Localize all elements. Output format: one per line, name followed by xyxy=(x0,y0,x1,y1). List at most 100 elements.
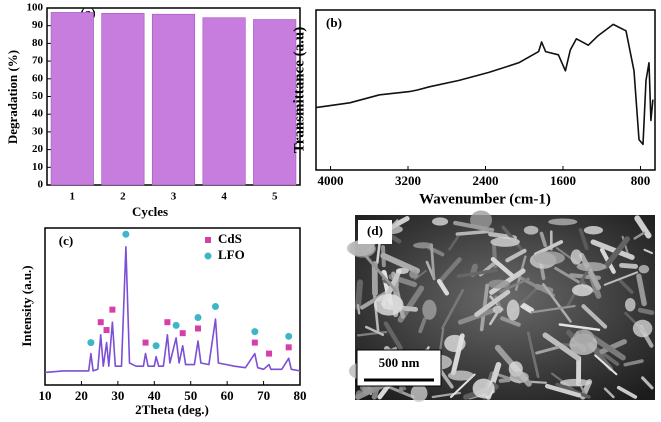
peak-marker xyxy=(109,306,116,313)
rod xyxy=(555,382,591,399)
y-tick-label: 100 xyxy=(27,2,44,14)
y-tick-label: 0 xyxy=(38,179,44,191)
x-tick-label: 60 xyxy=(221,388,234,403)
rod xyxy=(490,256,515,278)
y-tick-label: 70 xyxy=(32,55,44,67)
rod xyxy=(542,283,572,323)
rod xyxy=(380,252,420,274)
panel-label: (b) xyxy=(326,15,342,30)
rod xyxy=(619,262,639,269)
particle xyxy=(523,225,539,235)
bar xyxy=(101,13,145,186)
rod xyxy=(578,252,602,290)
rod xyxy=(430,243,436,281)
particle xyxy=(625,297,636,312)
rod xyxy=(519,302,535,314)
y-axis-label: Transmittance (a.u) xyxy=(291,27,307,153)
x-tick-label: 2400 xyxy=(473,173,499,188)
rod xyxy=(383,321,403,351)
y-axis-label: Degradation (%) xyxy=(5,50,20,144)
legend-swatch xyxy=(204,252,212,260)
peak-marker xyxy=(87,339,95,347)
rod xyxy=(534,240,564,257)
rod xyxy=(535,345,560,355)
particle xyxy=(447,370,474,381)
y-tick-label: 40 xyxy=(32,108,44,120)
rod xyxy=(364,325,385,336)
legend-label: CdS xyxy=(218,231,242,246)
particle xyxy=(472,378,495,399)
rod xyxy=(641,376,654,390)
data-line xyxy=(315,23,654,146)
rod xyxy=(636,273,647,307)
x-tick-label: 4000 xyxy=(318,173,344,188)
peak-marker xyxy=(152,342,160,350)
x-tick-label: 40 xyxy=(148,388,161,403)
rod xyxy=(594,354,618,376)
x-tick-label: 70 xyxy=(257,388,270,403)
scale-bar-label: 500 nm xyxy=(379,355,420,370)
peak-marker xyxy=(97,319,104,326)
y-tick-label: 80 xyxy=(32,37,44,49)
x-tick-label: 20 xyxy=(75,388,88,403)
legend-swatch xyxy=(205,237,211,243)
y-tick-label: 10 xyxy=(32,161,44,173)
y-tick-label: 20 xyxy=(32,143,44,155)
rod xyxy=(499,277,530,294)
rod xyxy=(498,377,512,383)
panel-label: (d) xyxy=(367,223,383,238)
particle xyxy=(509,371,529,384)
peak-marker xyxy=(211,303,219,310)
particle xyxy=(492,305,503,314)
rod xyxy=(355,279,364,311)
rod xyxy=(616,385,638,399)
particle xyxy=(576,262,607,272)
x-tick-label: 800 xyxy=(631,173,651,188)
rod xyxy=(456,268,498,278)
rod xyxy=(637,307,655,315)
peak-marker xyxy=(285,332,293,340)
panel-label: (c) xyxy=(59,233,73,248)
rod xyxy=(603,271,639,286)
x-tick-label: 30 xyxy=(111,388,124,403)
particle xyxy=(559,378,591,387)
peak-marker xyxy=(266,350,273,357)
rod xyxy=(364,254,398,293)
particle xyxy=(583,226,604,235)
particle xyxy=(444,334,466,353)
x-tick-label: 3 xyxy=(171,191,177,203)
particle xyxy=(571,284,593,297)
rod xyxy=(436,278,450,296)
rod xyxy=(617,277,634,294)
rod xyxy=(539,231,547,248)
peak-marker xyxy=(142,339,149,346)
rod xyxy=(581,304,608,329)
rod xyxy=(505,248,527,263)
x-tick-label: 10 xyxy=(39,388,52,403)
x-tick-label: 80 xyxy=(294,388,307,403)
y-axis-label: Intensity (a.u.) xyxy=(19,265,34,346)
particle xyxy=(395,267,409,274)
x-tick-label: 50 xyxy=(184,388,197,403)
rod xyxy=(356,304,361,315)
bar xyxy=(50,12,94,186)
particle xyxy=(548,218,578,226)
peak-marker xyxy=(164,319,171,326)
peak-marker xyxy=(251,339,258,346)
y-tick-label: 30 xyxy=(32,125,44,137)
particle xyxy=(346,240,375,257)
x-tick-label: 2 xyxy=(120,191,126,203)
x-tick-label: 1 xyxy=(70,191,76,203)
y-tick-label: 60 xyxy=(32,72,44,84)
x-tick-label: 5 xyxy=(272,191,278,203)
rod xyxy=(558,323,601,332)
particle xyxy=(632,319,653,338)
peak-marker xyxy=(172,321,180,329)
x-tick-label: 1600 xyxy=(550,173,576,188)
particle xyxy=(470,210,493,230)
bar xyxy=(253,19,297,186)
plot-frame xyxy=(44,227,301,386)
data-line xyxy=(44,246,301,374)
panel-label-box xyxy=(358,220,392,244)
rod xyxy=(455,229,490,236)
